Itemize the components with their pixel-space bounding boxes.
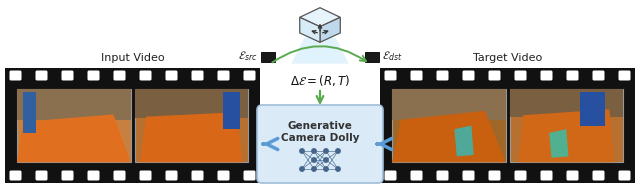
Circle shape [324, 158, 328, 162]
Polygon shape [392, 111, 506, 162]
Text: Input Video: Input Video [100, 53, 164, 63]
FancyBboxPatch shape [392, 89, 506, 162]
FancyBboxPatch shape [580, 92, 605, 125]
Text: $\Delta\mathcal{E} = (R, T)$: $\Delta\mathcal{E} = (R, T)$ [290, 73, 350, 88]
FancyBboxPatch shape [380, 68, 635, 183]
Circle shape [312, 167, 316, 171]
FancyBboxPatch shape [385, 170, 397, 180]
Polygon shape [140, 112, 243, 162]
Polygon shape [549, 129, 568, 158]
FancyBboxPatch shape [140, 70, 152, 81]
Polygon shape [300, 8, 340, 27]
FancyBboxPatch shape [113, 70, 125, 81]
Polygon shape [17, 115, 131, 162]
FancyBboxPatch shape [218, 170, 230, 180]
FancyBboxPatch shape [488, 70, 500, 81]
Polygon shape [300, 17, 320, 42]
FancyBboxPatch shape [17, 89, 131, 120]
FancyBboxPatch shape [88, 70, 99, 81]
Circle shape [324, 149, 328, 153]
FancyBboxPatch shape [166, 70, 177, 81]
FancyBboxPatch shape [17, 89, 131, 162]
FancyBboxPatch shape [515, 170, 527, 180]
Circle shape [336, 149, 340, 153]
Text: $\mathcal{E}_{src}$: $\mathcal{E}_{src}$ [238, 49, 258, 63]
FancyBboxPatch shape [166, 170, 177, 180]
FancyBboxPatch shape [392, 89, 506, 120]
Text: Target Video: Target Video [473, 53, 542, 63]
FancyBboxPatch shape [593, 170, 605, 180]
FancyBboxPatch shape [463, 170, 474, 180]
Polygon shape [291, 38, 349, 64]
FancyBboxPatch shape [509, 89, 623, 117]
Polygon shape [454, 125, 474, 156]
FancyBboxPatch shape [243, 170, 255, 180]
FancyBboxPatch shape [410, 70, 422, 81]
FancyBboxPatch shape [436, 170, 449, 180]
Polygon shape [365, 52, 379, 62]
FancyBboxPatch shape [134, 89, 248, 118]
FancyBboxPatch shape [488, 170, 500, 180]
Text: $\mathcal{E}_{dst}$: $\mathcal{E}_{dst}$ [382, 49, 403, 63]
FancyBboxPatch shape [191, 70, 204, 81]
FancyBboxPatch shape [515, 70, 527, 81]
Circle shape [312, 149, 316, 153]
FancyBboxPatch shape [134, 89, 248, 162]
FancyBboxPatch shape [593, 70, 605, 81]
Circle shape [312, 158, 316, 162]
FancyBboxPatch shape [35, 170, 47, 180]
FancyBboxPatch shape [61, 170, 74, 180]
FancyBboxPatch shape [10, 70, 22, 81]
FancyBboxPatch shape [463, 70, 474, 81]
FancyBboxPatch shape [218, 70, 230, 81]
FancyBboxPatch shape [191, 170, 204, 180]
Text: Generative
Camera Dolly: Generative Camera Dolly [281, 121, 359, 143]
FancyBboxPatch shape [385, 70, 397, 81]
FancyBboxPatch shape [541, 170, 552, 180]
FancyBboxPatch shape [22, 92, 36, 133]
FancyBboxPatch shape [223, 92, 240, 129]
FancyBboxPatch shape [243, 70, 255, 81]
FancyBboxPatch shape [35, 70, 47, 81]
FancyBboxPatch shape [10, 170, 22, 180]
FancyBboxPatch shape [113, 170, 125, 180]
FancyBboxPatch shape [5, 68, 260, 183]
FancyBboxPatch shape [541, 70, 552, 81]
FancyBboxPatch shape [618, 170, 630, 180]
Circle shape [336, 167, 340, 171]
Circle shape [324, 167, 328, 171]
FancyBboxPatch shape [436, 70, 449, 81]
FancyBboxPatch shape [618, 70, 630, 81]
FancyBboxPatch shape [566, 70, 579, 81]
FancyBboxPatch shape [509, 89, 623, 162]
FancyBboxPatch shape [410, 170, 422, 180]
Circle shape [300, 149, 304, 153]
FancyBboxPatch shape [140, 170, 152, 180]
Polygon shape [261, 52, 275, 62]
FancyBboxPatch shape [566, 170, 579, 180]
Polygon shape [518, 109, 614, 162]
Polygon shape [320, 17, 340, 42]
Circle shape [300, 167, 304, 171]
FancyBboxPatch shape [257, 105, 383, 183]
FancyBboxPatch shape [61, 70, 74, 81]
FancyBboxPatch shape [88, 170, 99, 180]
